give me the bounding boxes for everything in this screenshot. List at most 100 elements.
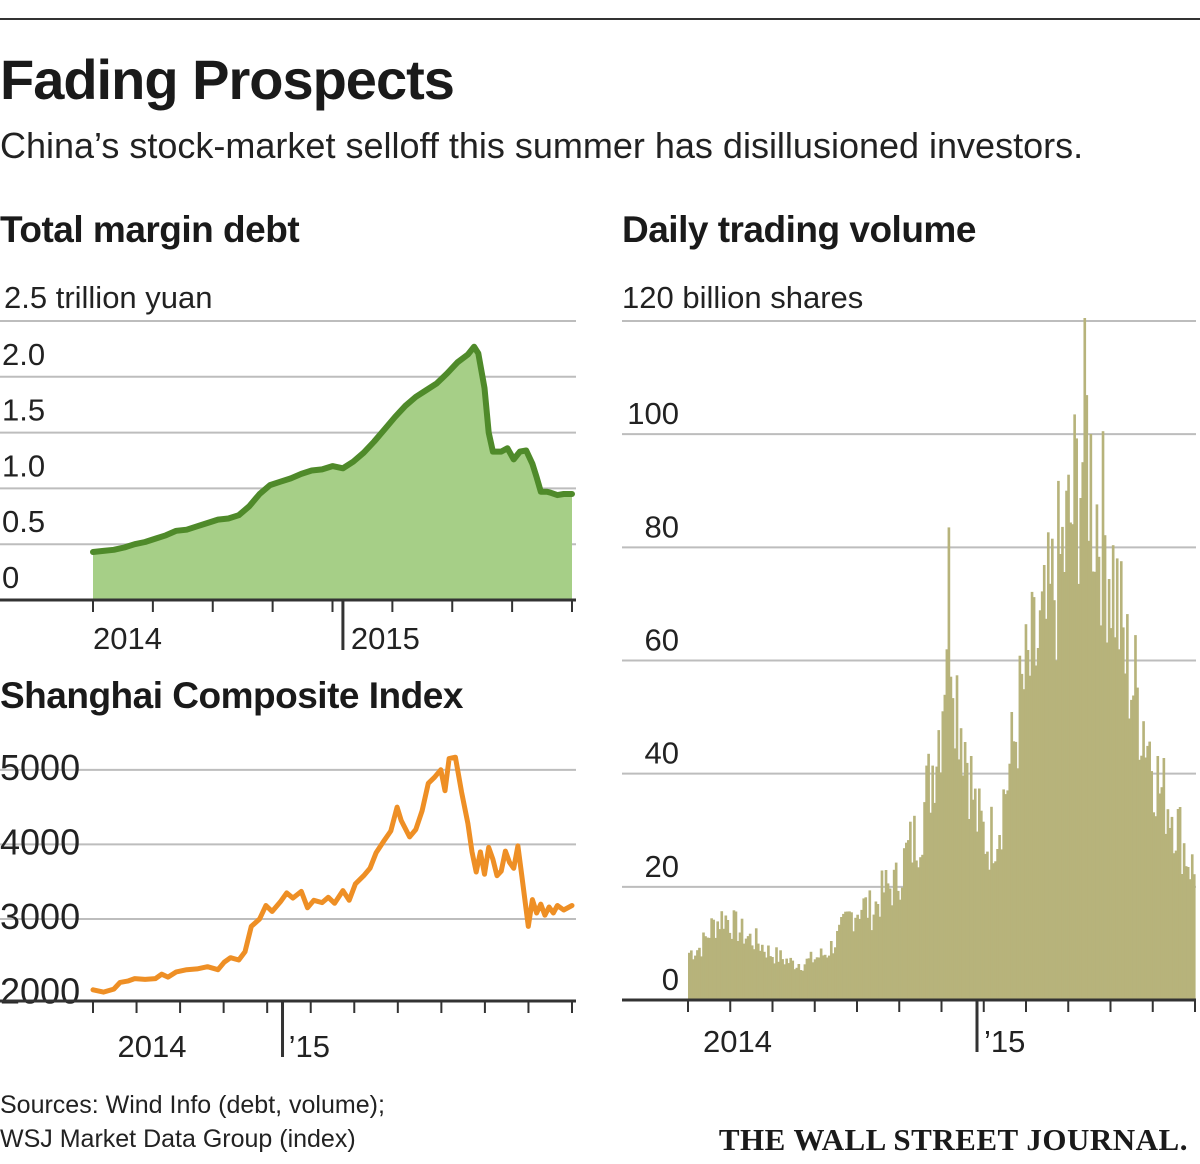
index-x-year-label: ’15 bbox=[289, 1029, 330, 1064]
volume-bar bbox=[827, 955, 831, 1000]
volume-bar bbox=[1065, 490, 1068, 1000]
index-line bbox=[90, 754, 575, 995]
index-ytick-label: 3000 bbox=[0, 896, 80, 937]
volume-bar bbox=[1148, 741, 1151, 1000]
volume-bar bbox=[785, 958, 788, 1000]
volume-bar bbox=[1192, 874, 1196, 1000]
margin-x-year-label: 2014 bbox=[93, 621, 162, 656]
sources-line-1: Sources: Wind Info (debt, volume); bbox=[0, 1091, 385, 1119]
volume-bar bbox=[1040, 591, 1044, 1000]
volume-bar bbox=[902, 848, 906, 1000]
volume-bar bbox=[872, 914, 876, 1000]
volume-bar bbox=[1046, 532, 1050, 1000]
volume-bar bbox=[1004, 794, 1007, 1000]
volume-bar bbox=[947, 527, 951, 1000]
volume-bar bbox=[978, 788, 981, 1000]
volume-bar bbox=[1042, 565, 1046, 1000]
volume-bar bbox=[878, 916, 882, 1000]
volume-bar bbox=[988, 869, 991, 1000]
volume-bar bbox=[951, 698, 955, 1000]
volume-bar bbox=[1136, 687, 1139, 1000]
volume-bar bbox=[959, 728, 963, 1000]
volume-bar bbox=[949, 676, 953, 1000]
volume-bar bbox=[953, 748, 957, 1000]
volume-bar bbox=[982, 821, 985, 1000]
volume-bar bbox=[1164, 833, 1168, 1000]
volume-bar bbox=[1188, 879, 1192, 1000]
volume-bar bbox=[738, 932, 742, 1000]
volume-bar bbox=[1154, 816, 1158, 1000]
volume-bar bbox=[919, 857, 922, 1000]
volume-bar bbox=[840, 917, 843, 1000]
volume-bar bbox=[793, 969, 797, 1000]
volume-bar bbox=[880, 870, 884, 1000]
volume-bar bbox=[1184, 866, 1188, 1000]
volume-bar bbox=[750, 945, 754, 1000]
volume-bar bbox=[809, 951, 813, 1000]
margin-ytick-label: 2.0 bbox=[2, 337, 45, 372]
volume-bar bbox=[1162, 758, 1166, 1000]
volume-bar bbox=[1168, 828, 1172, 1000]
volume-bar bbox=[797, 964, 801, 1000]
volume-bar bbox=[866, 917, 870, 1000]
margin-ytick-label: 1.0 bbox=[2, 448, 45, 483]
volume-bar bbox=[1121, 627, 1125, 1000]
volume-ytick-label: 80 bbox=[645, 509, 679, 544]
volume-bar bbox=[1036, 648, 1040, 1000]
volume-bar bbox=[941, 711, 945, 1000]
volume-bar bbox=[698, 947, 701, 1000]
volume-bar bbox=[769, 956, 772, 1000]
volume-bar bbox=[1022, 689, 1026, 1000]
volume-bar bbox=[690, 950, 693, 1000]
volume-bar bbox=[1111, 545, 1115, 1000]
volume-bar bbox=[838, 924, 841, 1000]
volume-bar bbox=[975, 831, 979, 1000]
margin-x-year-label: 2015 bbox=[351, 621, 420, 656]
margin-ytick-label: 0 bbox=[2, 560, 19, 595]
volume-bar bbox=[1144, 757, 1147, 1000]
volume-bar bbox=[825, 957, 829, 1000]
volume-bar bbox=[986, 851, 989, 1000]
volume-bar bbox=[726, 920, 730, 1000]
volume-bar bbox=[1018, 655, 1022, 1000]
volume-bar bbox=[1069, 522, 1072, 1000]
sources-note: Sources: Wind Info (debt, volume); WSJ M… bbox=[0, 1088, 385, 1156]
volume-bar bbox=[752, 949, 756, 1000]
volume-bar bbox=[763, 951, 766, 1000]
volume-bar bbox=[771, 957, 774, 1000]
volume-bar bbox=[696, 950, 699, 1000]
volume-bar bbox=[1087, 540, 1091, 1000]
volume-bar bbox=[1126, 614, 1129, 1000]
volume-bar bbox=[710, 918, 713, 1000]
margin-debt-unit-label: 2.5 trillion yuan bbox=[4, 280, 213, 315]
volume-bar bbox=[714, 937, 717, 1000]
volume-bar bbox=[829, 941, 833, 1000]
volume-bar bbox=[1071, 524, 1074, 1000]
volume-bar bbox=[939, 772, 943, 1000]
volume-bar bbox=[1059, 554, 1062, 1000]
volume-bar bbox=[795, 967, 799, 1000]
volume-bar bbox=[957, 759, 961, 1000]
volume-bar bbox=[1128, 718, 1131, 1000]
volume-bar bbox=[1020, 673, 1024, 1000]
volume-bar bbox=[801, 970, 805, 1000]
volume-bar bbox=[744, 938, 748, 1000]
margin-debt-line bbox=[90, 343, 575, 555]
volume-bar bbox=[777, 961, 780, 1000]
volume-bar bbox=[758, 950, 762, 1000]
volume-bar bbox=[1010, 712, 1014, 1000]
volume-bar bbox=[1130, 699, 1133, 1000]
volume-bar bbox=[761, 944, 764, 1000]
volume-bar bbox=[823, 954, 827, 1000]
volume-bar bbox=[1085, 395, 1089, 1001]
volume-bar bbox=[805, 958, 809, 1000]
volume-bar bbox=[815, 957, 819, 1000]
volume-bar bbox=[706, 937, 709, 1000]
volume-bar bbox=[1176, 809, 1180, 1000]
volume-bar bbox=[799, 970, 803, 1000]
volume-bar bbox=[1034, 665, 1038, 1000]
volume-ytick-label: 100 bbox=[627, 396, 679, 431]
volume-bar bbox=[1028, 675, 1032, 1000]
margin-ytick-label: 0.5 bbox=[2, 504, 45, 539]
